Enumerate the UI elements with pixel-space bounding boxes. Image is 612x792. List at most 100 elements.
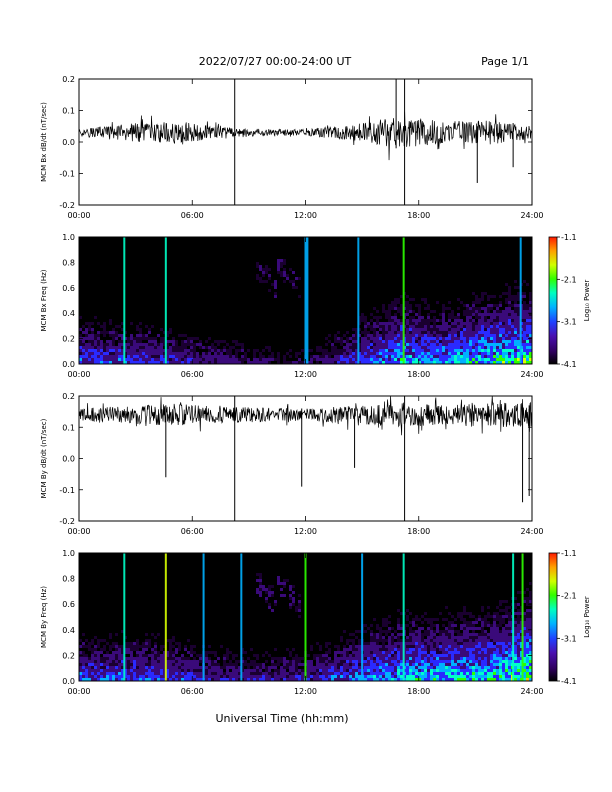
spectrogram-cell	[112, 645, 115, 648]
spectrogram-cell	[433, 352, 436, 355]
spectrogram-cell	[109, 361, 112, 364]
spectrogram-cell	[382, 304, 385, 307]
spectrogram-cell	[235, 669, 238, 672]
spectrogram-cell	[406, 304, 409, 307]
spectrogram-cell	[184, 358, 187, 361]
spectrogram-cell	[445, 349, 448, 352]
spectrogram-cell	[235, 355, 238, 358]
spectrogram-cell	[139, 651, 142, 654]
spectrogram-cell	[376, 648, 379, 651]
spectrogram-cell	[406, 657, 409, 660]
spectrogram-cell	[160, 648, 163, 651]
spectrogram-cell	[250, 361, 253, 364]
spectrogram-cell	[367, 657, 370, 660]
spectrogram-cell	[382, 358, 385, 361]
spectrogram-cell	[418, 660, 421, 663]
spectrogram-cell	[502, 349, 505, 352]
spectrogram-cell	[427, 645, 430, 648]
spectrogram-cell	[529, 582, 532, 585]
spectrogram-cell	[496, 352, 499, 355]
spectrogram-cell	[151, 666, 154, 669]
spectrogram-cell	[436, 678, 439, 681]
spectrogram-cell	[346, 352, 349, 355]
spectrogram-cell	[493, 361, 496, 364]
spectrogram-cell	[118, 678, 121, 681]
spectrogram-cell	[262, 268, 265, 271]
spectrogram-cell	[409, 310, 412, 313]
spectrogram-cell	[466, 307, 469, 310]
spectrogram-cell	[475, 642, 478, 645]
spectrogram-cell	[241, 678, 244, 681]
spectrogram-cell	[187, 337, 190, 340]
spectrogram-cell	[349, 663, 352, 666]
spectrogram-cell	[100, 343, 103, 346]
spectrogram-cell	[472, 334, 475, 337]
spectrogram-cell	[493, 337, 496, 340]
spectrogram-cell	[517, 310, 520, 313]
spectrogram-cell	[415, 648, 418, 651]
spectrogram-cell	[364, 337, 367, 340]
spectrogram-cell	[394, 304, 397, 307]
spectrogram-cell	[412, 337, 415, 340]
spectrogram-cell	[454, 361, 457, 364]
spectrogram-cell	[118, 358, 121, 361]
spectrogram-cell	[130, 672, 133, 675]
spectrogram-cell	[139, 346, 142, 349]
spectrogram-cell	[397, 358, 400, 361]
spectrogram-cell	[298, 663, 301, 666]
spectrogram-cell	[115, 352, 118, 355]
spectrogram-cell	[277, 358, 280, 361]
spectrogram-cell	[397, 660, 400, 663]
spectrogram-cell	[277, 663, 280, 666]
spectrogram-cell	[109, 675, 112, 678]
spectrogram-cell	[412, 298, 415, 301]
spectrogram-cell	[346, 672, 349, 675]
spectrogram-cell	[337, 663, 340, 666]
spectrogram-cell	[439, 319, 442, 322]
spectrogram-cell	[436, 651, 439, 654]
spectrogram-cell	[460, 669, 463, 672]
spectrogram-cell	[106, 675, 109, 678]
spectrogram-cell	[451, 361, 454, 364]
spectrogram-cell	[337, 675, 340, 678]
spectrogram-cell	[454, 642, 457, 645]
spectrogram-cell	[508, 349, 511, 352]
spectrogram-cell	[217, 672, 220, 675]
spectrogram-cell	[280, 678, 283, 681]
spectrogram-cell	[430, 627, 433, 630]
spectrogram-cell	[154, 355, 157, 358]
spectrogram-cell	[193, 660, 196, 663]
spectrogram-cell	[457, 322, 460, 325]
spectrogram-cell	[94, 651, 97, 654]
spectrogram-cell	[460, 648, 463, 651]
spectrogram-cell	[175, 352, 178, 355]
spectrogram-cell	[505, 633, 508, 636]
spectrogram-cell	[430, 651, 433, 654]
spectrogram-cell	[487, 310, 490, 313]
spectrogram-cell	[370, 648, 373, 651]
spectrogram-cell	[409, 678, 412, 681]
spectrogram-cell	[94, 675, 97, 678]
spectrogram-cell	[472, 645, 475, 648]
spectrogram-cell	[427, 355, 430, 358]
spectrogram-cell	[376, 660, 379, 663]
spectrogram-cell	[454, 328, 457, 331]
spectrogram-cell	[91, 331, 94, 334]
spectrogram-cell	[166, 639, 169, 642]
spectrogram-cell	[475, 316, 478, 319]
spectrogram-cell	[415, 331, 418, 334]
spectrogram-cell	[427, 654, 430, 657]
spectrogram-cell	[502, 663, 505, 666]
spectrogram-cell	[391, 672, 394, 675]
spectrogram-cell	[529, 657, 532, 660]
spectrogram-cell	[343, 352, 346, 355]
spectrogram-cell	[157, 355, 160, 358]
spectrogram-cell	[100, 331, 103, 334]
spectrogram-cell	[373, 657, 376, 660]
spectrogram-cell	[448, 349, 451, 352]
spectrogram-cell	[103, 654, 106, 657]
spectrogram-cell	[142, 657, 145, 660]
spectrogram-cell	[445, 666, 448, 669]
spectrogram-cell	[478, 322, 481, 325]
